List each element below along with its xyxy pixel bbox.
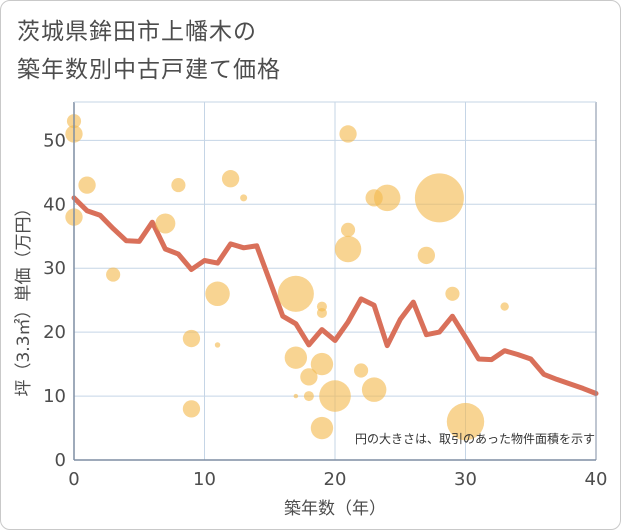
data-bubble (334, 235, 362, 263)
average-line-layer (71, 195, 599, 396)
data-bubble (361, 377, 387, 402)
bubble-layer (65, 114, 509, 441)
x-tick-label: 10 (193, 469, 216, 490)
data-bubble (277, 275, 314, 312)
y-tick-label: 20 (43, 322, 66, 343)
data-bubble (339, 125, 357, 143)
y-tick-label: 30 (43, 258, 66, 279)
y-tick-label: 40 (43, 194, 66, 215)
data-bubble (78, 176, 96, 194)
data-bubble (205, 281, 230, 307)
data-bubble (310, 352, 334, 376)
data-bubble (310, 416, 334, 440)
data-bubble (214, 342, 221, 348)
y-axis-title: 坪（3.3㎡）単価（万円） (14, 199, 34, 396)
data-bubble (171, 178, 186, 193)
y-tick-label: 50 (43, 130, 66, 151)
size-note: 円の大きさは、取引のあった物件面積を示す (355, 431, 595, 446)
data-bubble (240, 194, 248, 202)
x-tick-label: 30 (454, 469, 477, 490)
data-bubble (284, 346, 308, 369)
x-tick-label: 20 (324, 469, 347, 490)
data-bubble (293, 393, 299, 399)
data-bubble (417, 246, 436, 265)
data-bubble (106, 267, 121, 282)
data-bubble (155, 213, 176, 234)
data-bubble (182, 329, 201, 348)
y-tick-label: 10 (43, 386, 66, 407)
chart-title-line-1: 茨城県鉾田市上幡木の (17, 19, 257, 45)
data-bubble (445, 286, 460, 301)
data-bubble (340, 222, 356, 237)
data-bubble (316, 307, 327, 318)
average-price-line (71, 195, 599, 396)
data-bubble (319, 380, 351, 412)
data-bubble (373, 184, 401, 212)
chart-title-line-2: 築年数別中古戸建て価格 (17, 57, 281, 83)
data-bubble (300, 368, 318, 386)
data-bubble (221, 170, 240, 188)
x-tick-label: 0 (68, 469, 79, 490)
data-bubble (414, 173, 464, 223)
y-tick-label: 0 (55, 450, 66, 471)
data-bubble (500, 302, 509, 311)
tick-labels: 0 10 20 30 40 0 10 20 30 40 50 (43, 130, 607, 490)
x-tick-label: 40 (585, 469, 608, 490)
data-bubble (182, 400, 201, 418)
x-axis-title: 築年数（年） (284, 499, 386, 519)
axis-lines (73, 101, 597, 461)
data-bubble (303, 391, 314, 402)
data-bubble (354, 363, 369, 378)
chart-title: 茨城県鉾田市上幡木の 築年数別中古戸建て価格 (17, 13, 281, 89)
data-bubble (446, 402, 485, 441)
